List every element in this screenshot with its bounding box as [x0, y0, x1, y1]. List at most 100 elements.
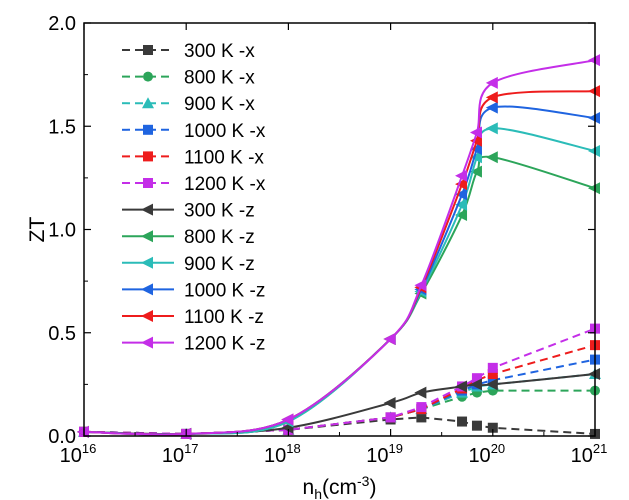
series-900-k--x	[78, 368, 601, 439]
series-1100-k--x	[79, 340, 600, 439]
legend-item: 900 K -x	[122, 94, 255, 115]
legend-label: 900 K -x	[184, 94, 255, 115]
data-point	[455, 188, 468, 201]
data-point	[383, 396, 396, 409]
legend-label: 300 K -z	[184, 201, 255, 222]
data-point	[471, 420, 482, 431]
series-line	[83, 389, 595, 435]
data-point	[77, 425, 89, 438]
series-1000-k--z	[77, 101, 600, 440]
legend-marker	[143, 151, 153, 162]
series-800-k--x	[79, 385, 600, 439]
series-1200-k--z	[77, 54, 600, 440]
legend-item: 1000 K -x	[122, 121, 266, 142]
data-point	[416, 412, 427, 423]
data-point	[588, 85, 600, 98]
series-line	[83, 59, 596, 436]
data-point	[469, 378, 482, 391]
x-tick-label: 1017	[162, 441, 199, 467]
data-point	[455, 178, 468, 191]
data-point	[588, 368, 600, 381]
legend-marker	[141, 336, 153, 349]
plot-frame	[83, 22, 596, 437]
legend-item: 1100 K -x	[122, 147, 264, 168]
legend-marker	[142, 97, 154, 109]
legend-label: 300 K -x	[184, 41, 255, 62]
series-900-k--z	[77, 122, 600, 440]
legend-marker	[141, 310, 153, 322]
series-800-k--z	[77, 151, 600, 440]
legend-item: 300 K -x	[122, 41, 255, 62]
data-point	[385, 412, 396, 423]
data-point	[455, 198, 468, 211]
data-point	[588, 145, 600, 158]
series-line	[83, 358, 596, 435]
data-point	[469, 134, 482, 147]
legend-marker	[143, 71, 153, 82]
legend-item: 800 K -x	[122, 68, 255, 89]
legend-item: 800 K -z	[122, 227, 255, 248]
data-point	[457, 416, 468, 427]
legend-label: 900 K -z	[184, 254, 255, 275]
legend-item: 900 K -z	[122, 254, 255, 275]
legend-label: 1200 K -x	[184, 174, 266, 195]
x-tick-label: 1019	[366, 441, 403, 467]
legend-label: 800 K -x	[184, 68, 255, 89]
data-point	[485, 91, 498, 104]
data-point	[487, 375, 498, 386]
legend-label: 1100 K -z	[184, 307, 264, 328]
series-300-k--z	[77, 368, 600, 440]
legend-label: 1000 K -x	[184, 121, 266, 142]
legend-marker	[143, 124, 153, 135]
series-line	[83, 127, 596, 436]
legend-label: 800 K -z	[184, 227, 255, 248]
data-point	[588, 111, 600, 124]
legend-label: 1100 K -x	[184, 147, 264, 168]
data-point	[469, 151, 482, 164]
y-tick-label: 1.0	[48, 220, 76, 242]
plot-area	[77, 54, 601, 440]
data-point	[487, 362, 498, 373]
x-tick-label: 1018	[264, 441, 301, 467]
legend-marker	[143, 45, 153, 55]
y-tick-label: 0.5	[48, 323, 76, 345]
data-point	[414, 386, 427, 399]
data-point	[485, 122, 498, 135]
y-tick-label: 2.0	[48, 13, 76, 35]
legend-item: 1100 K -z	[122, 307, 264, 328]
data-point	[471, 373, 482, 384]
x-tick-label: 1021	[571, 441, 608, 467]
data-point	[485, 378, 498, 391]
data-point	[469, 142, 482, 155]
legend-item: 1000 K -z	[122, 280, 265, 301]
data-point	[179, 427, 192, 440]
data-point	[487, 369, 498, 380]
y-tick-label: 0.0	[48, 426, 76, 448]
data-point	[485, 151, 498, 164]
data-point	[281, 413, 294, 426]
data-point	[469, 126, 482, 139]
legend-marker	[141, 283, 153, 296]
data-point	[469, 165, 482, 178]
legend: 300 K -x 800 K -x 900 K -x 1000 K -x 1100 K …	[122, 41, 266, 355]
legend-item: 1200 K -z	[122, 334, 265, 355]
data-point	[455, 169, 468, 182]
x-tick-label: 1020	[468, 441, 505, 467]
legend-marker	[141, 256, 153, 269]
data-point	[588, 54, 600, 67]
series-1000-k--x	[79, 354, 600, 439]
data-point	[416, 402, 427, 413]
legend-item: 300 K -z	[122, 201, 255, 222]
axes: 1016 1017 1018 1019 1020 10210.00.51.01.52.0n…	[26, 13, 607, 500]
data-point	[383, 332, 396, 345]
data-point	[487, 422, 498, 433]
data-point	[485, 101, 498, 114]
series-line	[83, 416, 596, 435]
x-axis-label: nh(cm-3)	[303, 473, 377, 500]
data-point	[455, 380, 468, 393]
legend-marker	[141, 230, 153, 243]
data-point	[485, 76, 498, 89]
legend-label: 1000 K -z	[184, 280, 265, 301]
legend-marker	[143, 178, 153, 188]
